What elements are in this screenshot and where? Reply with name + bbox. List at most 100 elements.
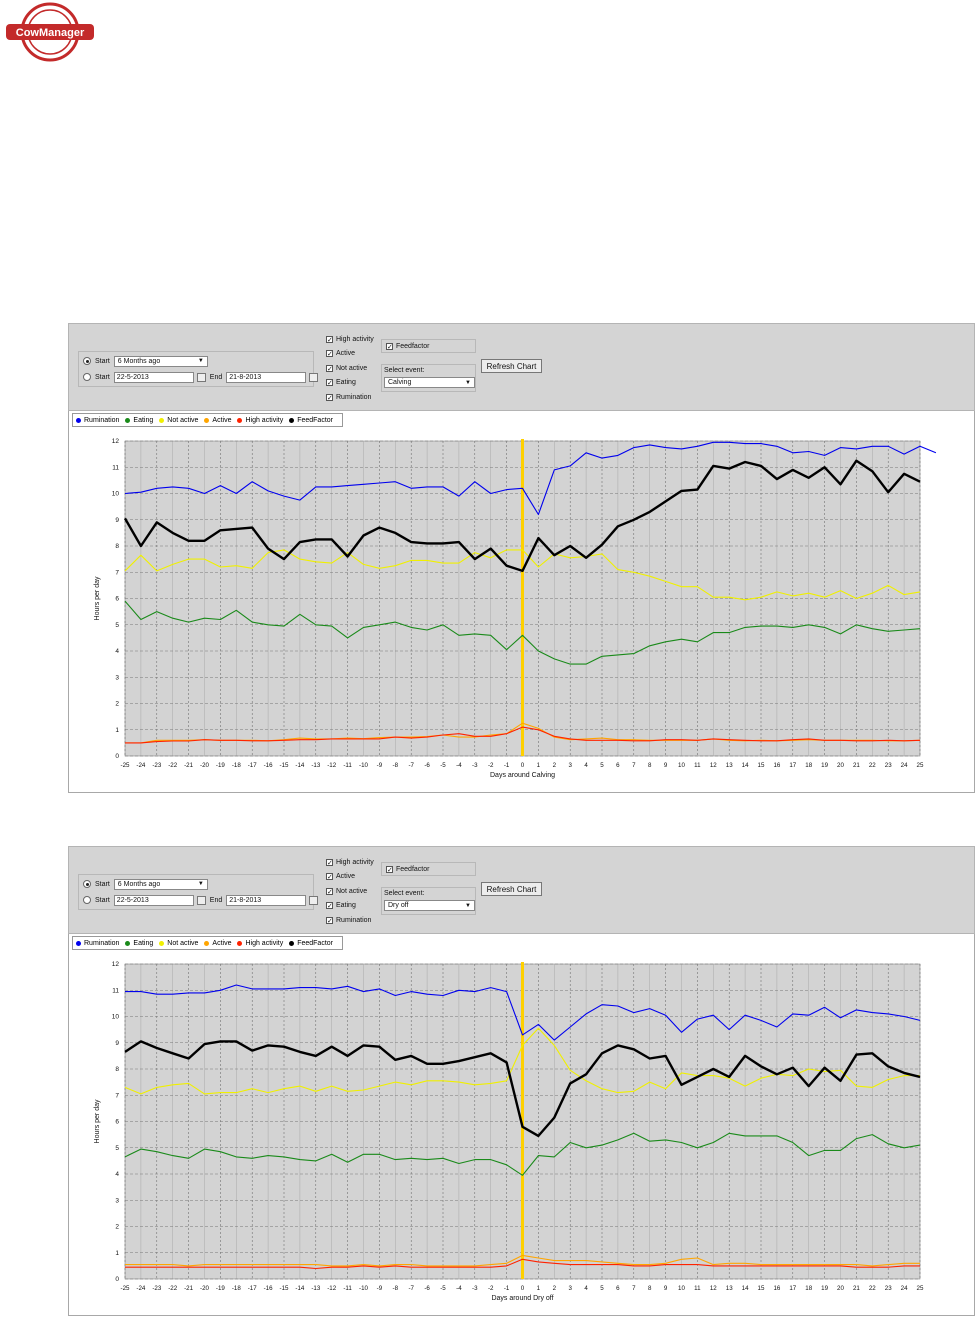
start-preset-select[interactable]: 6 Months ago ▼ [113, 355, 208, 367]
x-tick-label: 17 [789, 762, 796, 769]
y-tick-label: 0 [115, 753, 119, 760]
chevron-down-icon: ▼ [465, 902, 471, 909]
x-axis-label: Days around Dry off [491, 1295, 553, 1302]
checkbox-not-active[interactable]: ✓ Not active [326, 884, 374, 899]
x-tick-label: -5 [440, 762, 446, 769]
checkbox-high-activity[interactable]: ✓ High activity [326, 332, 374, 347]
x-tick-label: -14 [295, 1285, 305, 1292]
svg-text:CowManager: CowManager [16, 27, 85, 39]
y-tick-label: 0 [115, 1276, 119, 1283]
y-tick-label: 12 [112, 438, 120, 445]
x-tick-label: -16 [264, 762, 274, 769]
refresh-chart-button[interactable]: Refresh Chart [481, 359, 542, 373]
check-icon: ✓ [386, 342, 393, 351]
x-tick-label: 6 [616, 762, 620, 769]
calendar-icon[interactable] [309, 372, 319, 382]
x-tick-label: 22 [869, 1285, 876, 1292]
end-date-input[interactable]: 21-8-2013 [226, 371, 307, 383]
x-tick-label: 19 [821, 762, 828, 769]
x-tick-label: -6 [424, 1285, 430, 1292]
start-date-row: Start 22-5-2013 End 21-8-2013 [83, 893, 322, 907]
x-tick-label: -9 [377, 1285, 383, 1292]
series-line-rumination [124, 441, 937, 516]
checkbox-active[interactable]: ✓ Active [326, 870, 374, 885]
x-tick-label: 11 [694, 1285, 701, 1292]
legend-marker [237, 417, 243, 423]
series-line-active [125, 1254, 920, 1267]
control-bar: Start 6 Months ago ▼ Start 22-5-2013 End … [68, 323, 975, 411]
y-tick-label: 11 [112, 987, 119, 994]
feedfactor-checkbox[interactable]: ✓ Feedfactor [381, 339, 476, 353]
x-tick-label: 1 [537, 762, 541, 769]
x-tick-label: -3 [472, 762, 478, 769]
y-tick-label: 10 [112, 491, 120, 498]
y-tick-label: 1 [115, 1250, 119, 1257]
x-tick-label: -10 [359, 1285, 369, 1292]
x-tick-label: 8 [648, 762, 652, 769]
x-tick-label: 24 [901, 1285, 908, 1292]
end-date-input[interactable]: 21-8-2013 [226, 894, 307, 906]
y-tick-label: 6 [115, 1119, 119, 1126]
x-tick-label: -24 [136, 1285, 146, 1292]
checkbox-high-activity[interactable]: ✓ High activity [326, 855, 374, 870]
start-date-radio[interactable] [83, 373, 91, 381]
checkbox-rumination[interactable]: ✓ Rumination [326, 390, 374, 405]
select-event-dropdown[interactable]: Calving ▼ [384, 377, 475, 388]
x-tick-label: 23 [885, 762, 892, 769]
start-date-input[interactable]: 22-5-2013 [113, 894, 194, 906]
start-preset-select[interactable]: 6 Months ago ▼ [113, 878, 208, 890]
legend-marker [159, 417, 165, 423]
y-axis-label: Hours per day [94, 1099, 101, 1143]
calendar-icon[interactable] [309, 895, 319, 905]
x-tick-label: 25 [917, 1285, 924, 1292]
legend-label: Rumination [84, 939, 120, 947]
chevron-down-icon: ▼ [197, 881, 204, 887]
checkbox-rumination[interactable]: ✓ Rumination [326, 913, 374, 928]
checkbox-not-active[interactable]: ✓ Not active [326, 361, 374, 376]
chevron-down-icon: ▼ [197, 358, 204, 364]
legend-item-not-active: Not active [159, 940, 198, 947]
y-tick-label: 4 [115, 648, 119, 655]
x-tick-label: 13 [726, 762, 733, 769]
x-tick-label: -23 [152, 1285, 162, 1292]
x-tick-label: -1 [504, 762, 510, 769]
checkbox-active[interactable]: ✓ Active [326, 347, 374, 362]
x-tick-label: 5 [600, 1285, 604, 1292]
legend-label: Eating [133, 416, 154, 424]
feedfactor-checkbox[interactable]: ✓ Feedfactor [381, 862, 476, 876]
x-tick-label: 5 [600, 762, 604, 769]
x-tick-label: 14 [742, 762, 749, 769]
x-tick-label: -2 [488, 1285, 494, 1292]
start-preset-radio[interactable] [83, 357, 91, 365]
control-bar: Start 6 Months ago ▼ Start 22-5-2013 End … [68, 846, 975, 934]
start-date-radio[interactable] [83, 896, 91, 904]
calendar-icon[interactable] [196, 895, 206, 905]
x-tick-label: 10 [678, 762, 685, 769]
legend-item-high-activity: High activity [237, 940, 283, 947]
x-tick-label: 6 [616, 1285, 620, 1292]
line-chart: -25 -24 -23 -22 -21 -20 -19 -18 -17 -16 -15 -14 -13-… [94, 438, 937, 779]
x-tick-label: 7 [632, 762, 636, 769]
x-tick-label: -11 [343, 1285, 352, 1292]
start-date-input[interactable]: 22-5-2013 [113, 371, 194, 383]
x-tick-label: 12 [710, 1285, 717, 1292]
x-tick-label: 8 [648, 1285, 652, 1292]
select-event-group: Select event: Calving ▼ [381, 364, 476, 392]
start-date-row: Start 22-5-2013 End 21-8-2013 [83, 370, 322, 384]
x-tick-label: 7 [632, 1285, 636, 1292]
end-date-label: End [209, 373, 223, 381]
checkbox-eating[interactable]: ✓ Eating [326, 376, 374, 391]
calendar-icon[interactable] [196, 372, 206, 382]
legend-label: Active [212, 416, 232, 424]
x-tick-label: -10 [359, 762, 369, 769]
legend-item-rumination: Rumination [76, 940, 119, 947]
x-tick-label: 25 [917, 762, 924, 769]
start-preset-radio[interactable] [83, 880, 91, 888]
x-tick-label: -11 [343, 762, 352, 769]
select-event-dropdown[interactable]: Dry off ▼ [384, 900, 475, 911]
x-tick-label: -12 [327, 762, 337, 769]
refresh-chart-button[interactable]: Refresh Chart [481, 882, 542, 896]
y-tick-label: 3 [115, 674, 119, 681]
checkbox-eating[interactable]: ✓ Eating [326, 899, 374, 914]
x-tick-label: -3 [472, 1285, 478, 1292]
